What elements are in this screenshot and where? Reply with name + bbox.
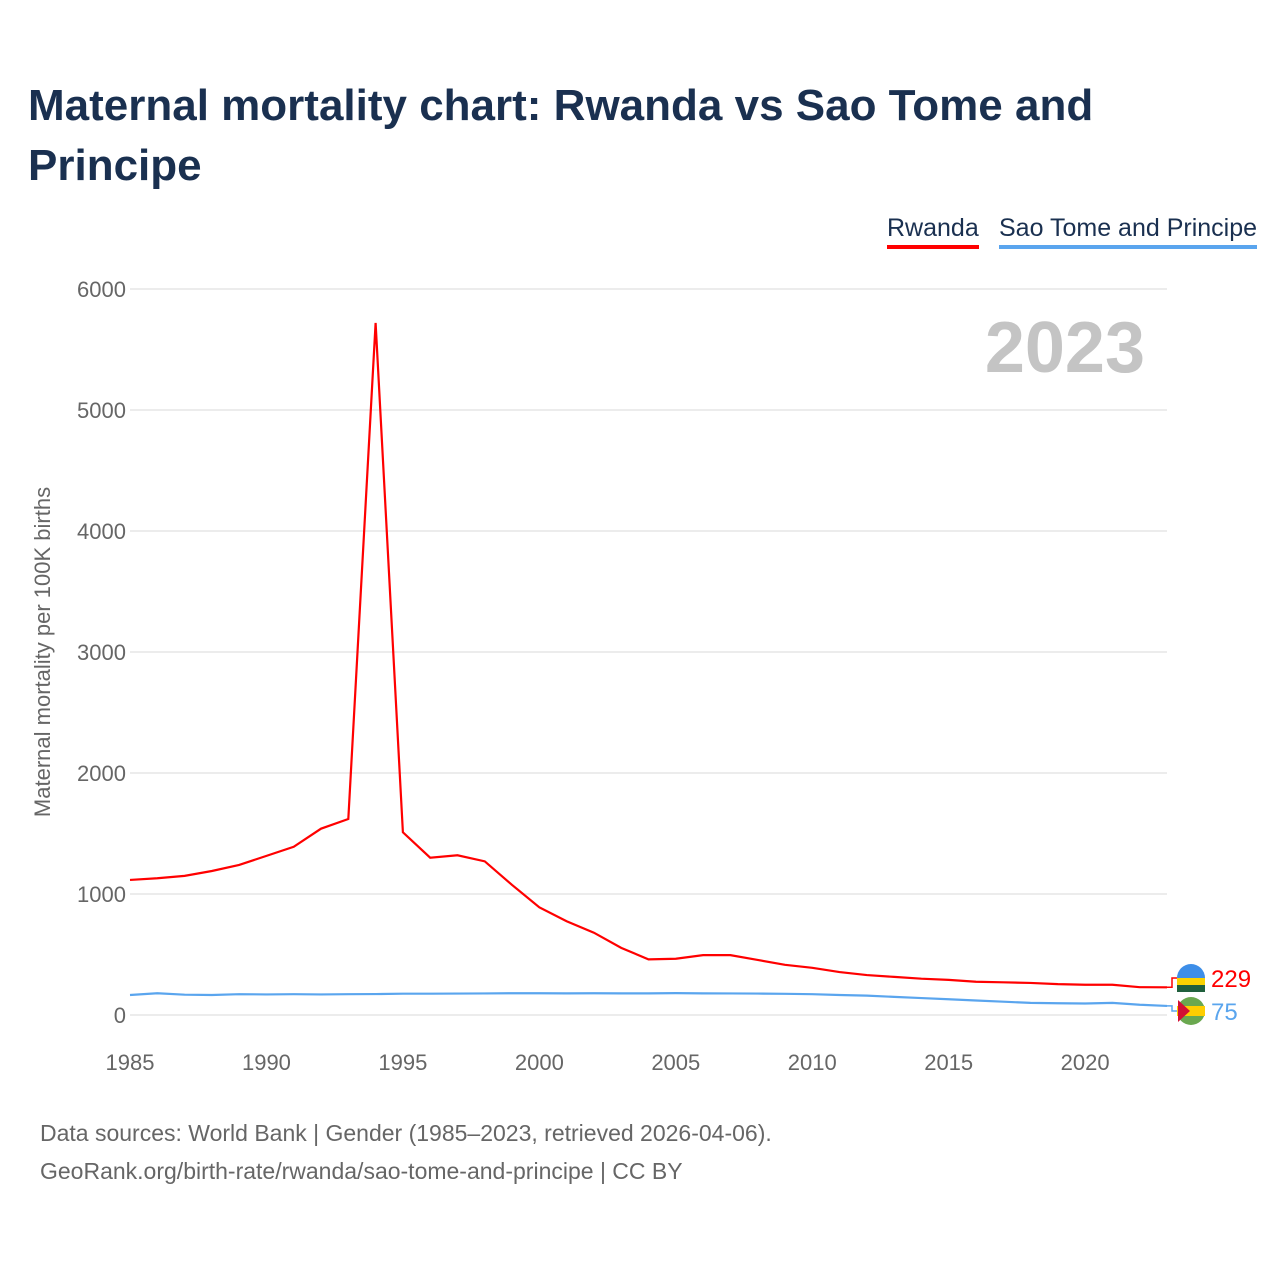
series-line-1 [129, 991, 1168, 1008]
y-axis-label: Maternal mortality per 100K births [30, 487, 55, 817]
y-tick-label: 4000 [77, 519, 126, 544]
x-tick-label: 2015 [924, 1050, 973, 1075]
end-connector [1167, 977, 1177, 989]
end-connector [1167, 1005, 1177, 1012]
y-tick-label: 2000 [77, 761, 126, 786]
x-tick-label: 1990 [242, 1050, 291, 1075]
legend-rwanda[interactable]: Rwanda [887, 214, 979, 249]
x-tick-label: 1985 [106, 1050, 155, 1075]
y-tick-label: 0 [114, 1003, 126, 1028]
source-line: Data sources: World Bank | Gender (1985–… [40, 1120, 772, 1146]
y-tick-label: 5000 [77, 398, 126, 423]
plot-area: 0 1000 2000 3000 4000 5000 6000 1985 1990 1995 200… [30, 277, 1251, 1075]
y-tick-label: 6000 [77, 277, 126, 302]
x-tick-label: 1995 [378, 1050, 427, 1075]
source-url: GeoRank.org/birth-rate/rwanda/sao-tome-a… [40, 1158, 683, 1184]
x-tick-label: 2005 [651, 1050, 700, 1075]
flag-stripe [1177, 985, 1205, 992]
flag-triangle [1178, 1000, 1190, 1022]
x-tick-label: 2000 [515, 1050, 564, 1075]
chart-title: Maternal mortality chart: Rwanda vs Sao … [28, 81, 1094, 190]
x-tick-label: 2010 [788, 1050, 837, 1075]
x-tick-label: 2020 [1061, 1050, 1110, 1075]
year-label: 2023 [985, 308, 1145, 388]
end-value-label: 229 [1211, 966, 1251, 993]
flag-stripe [1177, 1006, 1205, 1016]
end-value-label: 75 [1211, 999, 1238, 1026]
y-tick-label: 1000 [77, 882, 126, 907]
y-tick-label: 3000 [77, 640, 126, 665]
legend-sao-tome[interactable]: Sao Tome and Principe [999, 214, 1258, 249]
series-line-0 [129, 322, 1168, 989]
flag-stripe [1177, 978, 1205, 985]
